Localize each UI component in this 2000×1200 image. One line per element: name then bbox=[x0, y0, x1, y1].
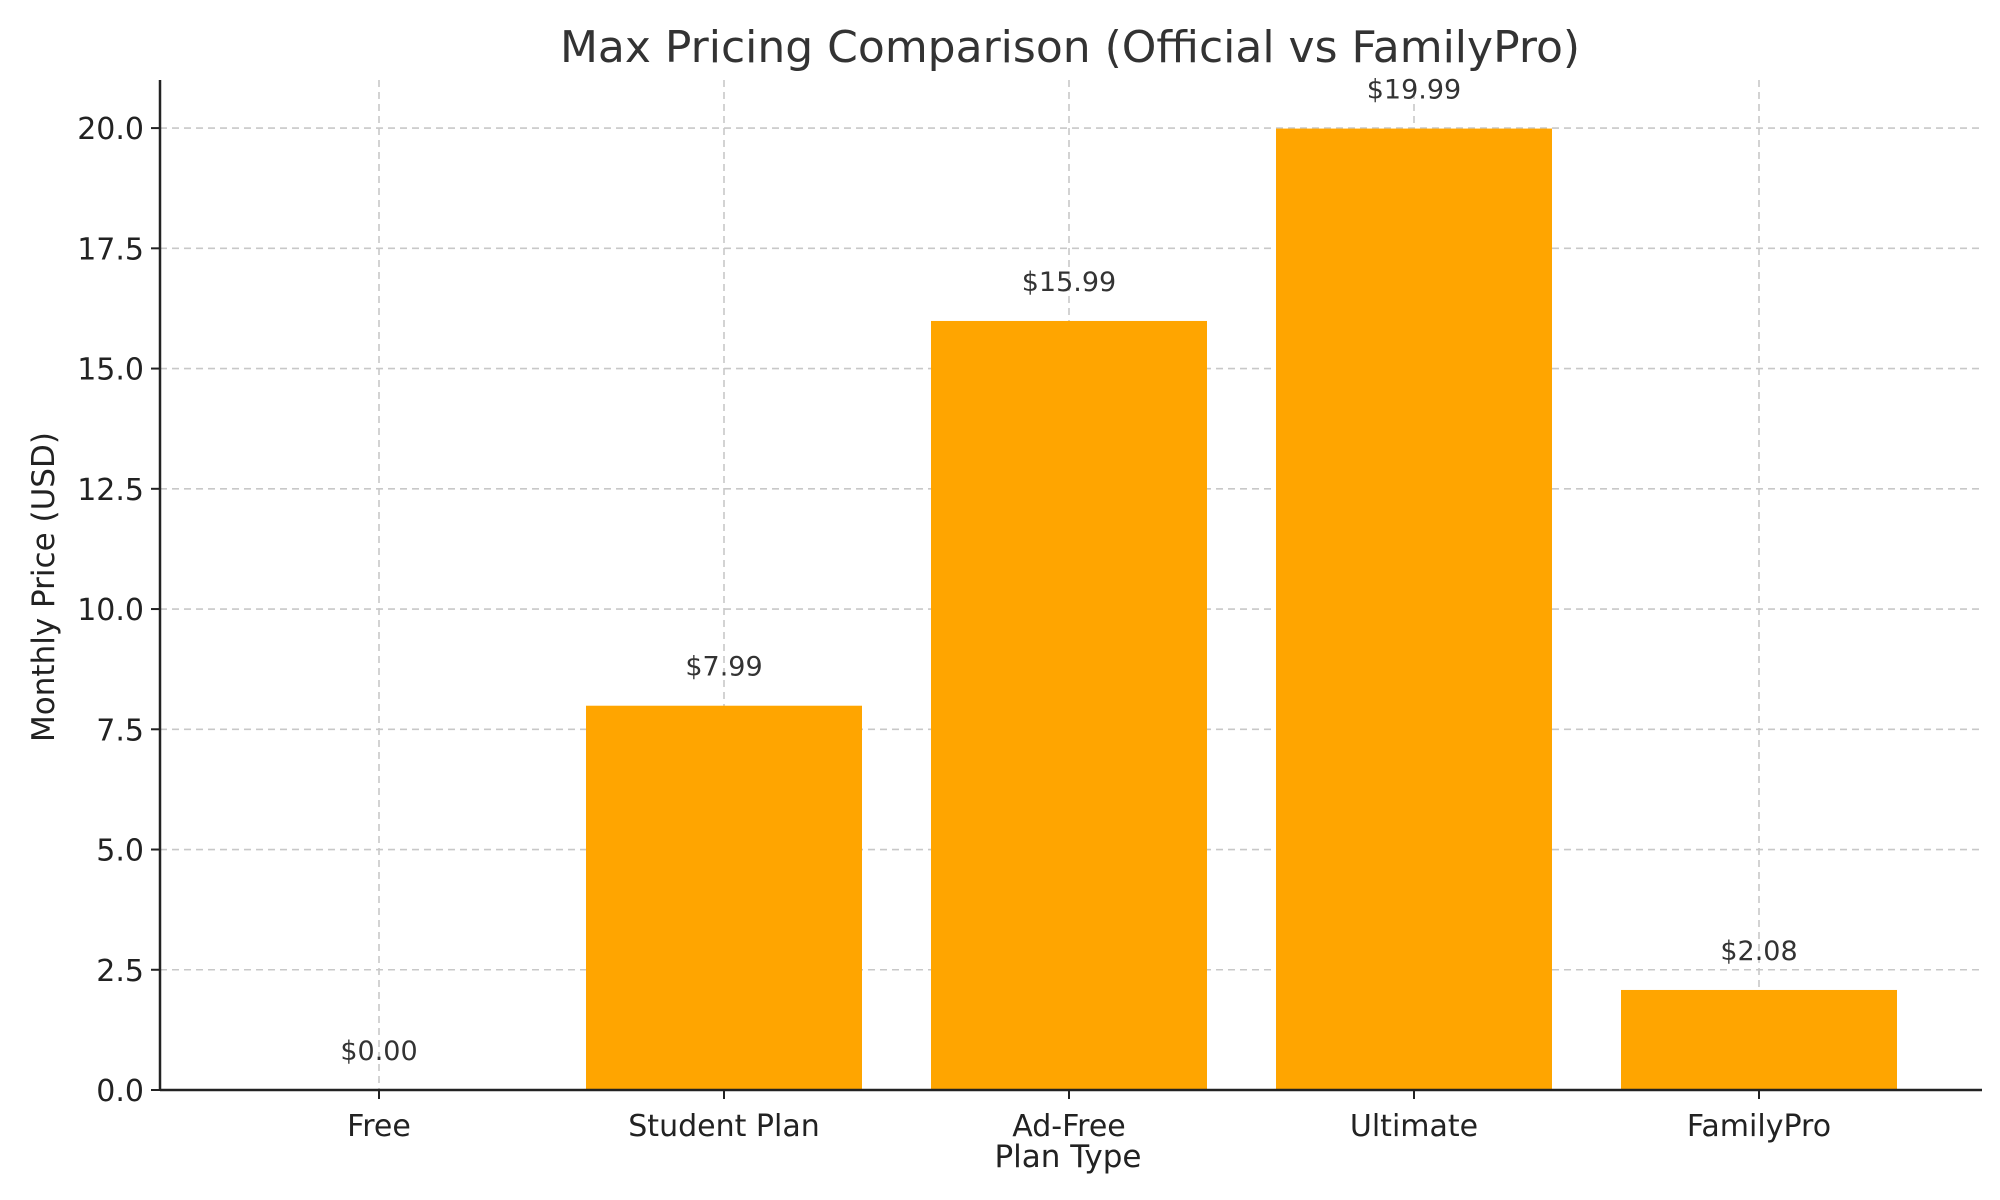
chart-title: Max Pricing Comparison (Official vs Fami… bbox=[560, 22, 1580, 73]
x-tick-label: Free bbox=[347, 1109, 411, 1144]
x-axis-label: Plan Type bbox=[994, 1139, 1141, 1175]
data-label: $19.99 bbox=[1367, 75, 1461, 106]
y-tick-label: 15.0 bbox=[77, 353, 144, 388]
x-tick-label: Ultimate bbox=[1350, 1109, 1478, 1144]
y-axis-label: Monthly Price (USD) bbox=[26, 432, 62, 742]
data-labels: $0.00 $7.99 $15.99 $19.99 $2.08 bbox=[340, 75, 1797, 1067]
y-tick-label: 12.5 bbox=[77, 473, 144, 508]
bar-familypro bbox=[1621, 989, 1897, 1090]
x-tick-label: Ad-Free bbox=[1012, 1109, 1126, 1144]
bar-ad-free bbox=[931, 320, 1207, 1090]
y-tick-label: 5.0 bbox=[96, 834, 144, 869]
x-tick-label: Student Plan bbox=[628, 1109, 819, 1144]
data-label: $2.08 bbox=[1720, 936, 1797, 967]
y-tick-label: 10.0 bbox=[77, 593, 144, 628]
y-tick-label: 0.0 bbox=[96, 1074, 144, 1109]
data-label: $7.99 bbox=[685, 652, 762, 683]
bars bbox=[586, 128, 1897, 1091]
grid-lines bbox=[160, 80, 1982, 1091]
y-tick-label: 20.0 bbox=[77, 112, 144, 147]
data-label: $15.99 bbox=[1022, 267, 1116, 298]
data-label: $0.00 bbox=[340, 1036, 417, 1067]
y-tick-label: 7.5 bbox=[96, 713, 144, 748]
axes: 0.0 2.5 5.0 7.5 10.0 12.5 15.0 17.5 20.0 Free Stud… bbox=[77, 80, 1982, 1144]
y-tick-label: 2.5 bbox=[96, 954, 144, 989]
x-tick-label: FamilyPro bbox=[1687, 1109, 1831, 1144]
bar-student-plan bbox=[586, 705, 862, 1090]
y-tick-label: 17.5 bbox=[77, 232, 144, 267]
bar-ultimate bbox=[1276, 128, 1552, 1091]
